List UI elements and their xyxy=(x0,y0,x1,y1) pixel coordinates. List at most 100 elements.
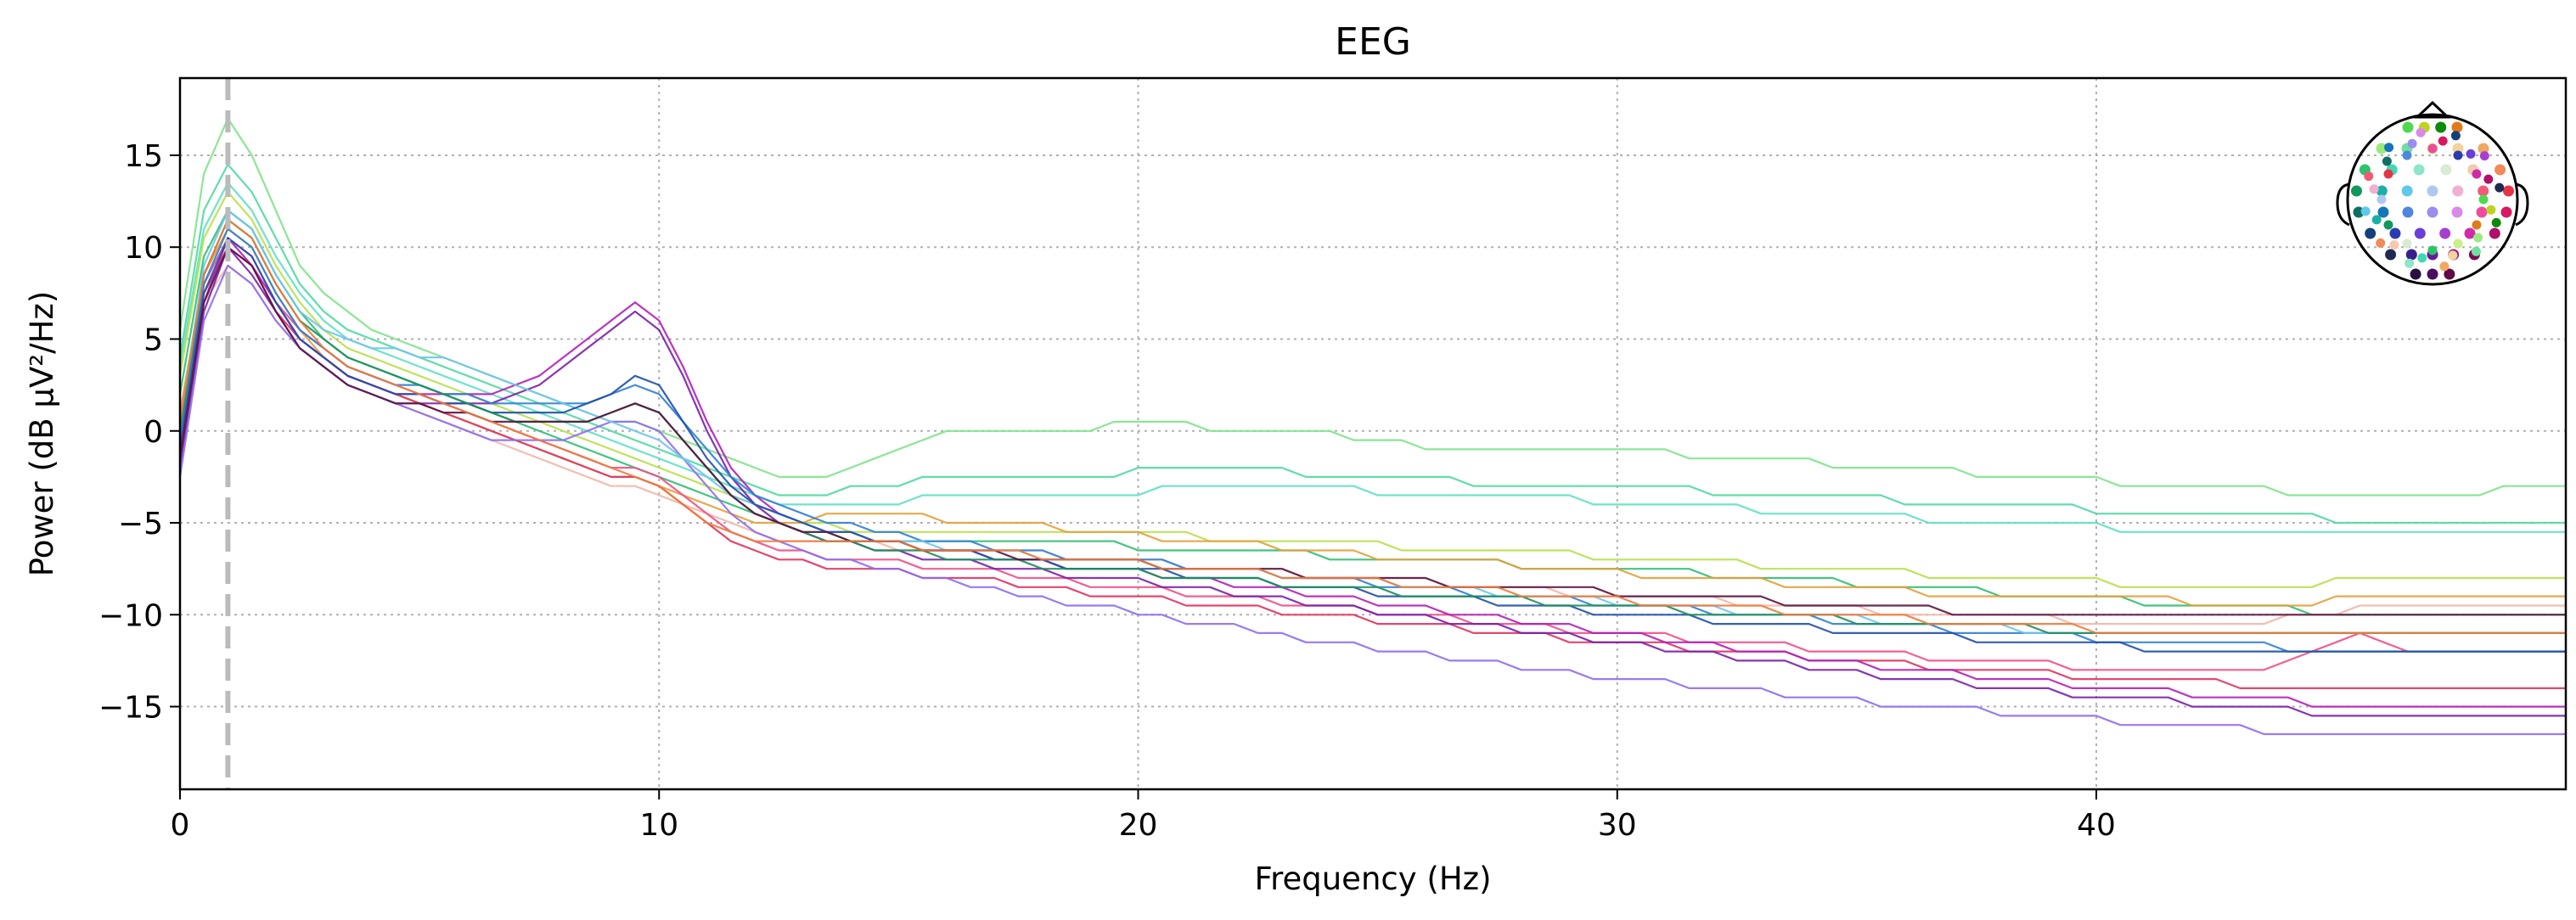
sensor-dot xyxy=(2351,185,2362,197)
sensor-dot xyxy=(2489,227,2500,239)
sensor-dot xyxy=(2384,143,2394,153)
sensor-dot xyxy=(2440,164,2452,176)
sensor-dot xyxy=(2494,164,2506,176)
sensor-dot xyxy=(2402,121,2414,133)
sensor-dot xyxy=(2451,121,2463,133)
sensor-dot xyxy=(2402,150,2412,160)
sensor-dot xyxy=(2435,121,2447,133)
sensor-dot xyxy=(2376,143,2388,154)
sensor-dot xyxy=(2369,184,2379,194)
sensor-dot xyxy=(2382,156,2392,166)
sensor-dot xyxy=(2365,227,2376,239)
sensor-dot xyxy=(2402,206,2414,218)
sensor-dot xyxy=(2407,138,2417,149)
sensor-dot xyxy=(2385,249,2397,261)
sensor-dot xyxy=(2478,143,2489,154)
sensor-dot xyxy=(2401,185,2413,197)
y-tick-label: −10 xyxy=(98,598,163,633)
sensor-dot xyxy=(2438,136,2448,146)
sensor-dot xyxy=(2503,185,2514,197)
sensor-dot xyxy=(2364,171,2374,182)
psd-channel-line xyxy=(180,218,2566,635)
x-tick-label: 20 xyxy=(1119,808,1158,843)
sensor-dot xyxy=(2404,258,2415,268)
x-tick-label: 0 xyxy=(171,808,190,843)
sensor-dot xyxy=(2466,149,2476,159)
sensor-dot xyxy=(2478,194,2489,205)
sensor-dot xyxy=(2360,206,2371,216)
head-right-ear xyxy=(2515,182,2529,227)
sensor-dot xyxy=(2479,151,2489,161)
sensor-dot xyxy=(2452,185,2464,197)
psd-channel-line xyxy=(180,264,2566,625)
sensor-dot xyxy=(2416,127,2426,137)
sensor-dot xyxy=(2453,150,2463,160)
y-tick-label: 15 xyxy=(124,139,163,174)
y-axis-ticks: −15 −10 −5 0 5 10 15 xyxy=(98,139,180,726)
sensor-dot xyxy=(2486,205,2496,215)
chart-title: EEG xyxy=(1335,20,1411,64)
sensor-dot xyxy=(2405,249,2417,261)
sensor-dot xyxy=(2500,206,2512,218)
sensor-dot xyxy=(2452,143,2464,154)
sensor-dot xyxy=(2389,227,2401,239)
psd-channel-line xyxy=(180,237,2566,708)
x-axis-label: Frequency (Hz) xyxy=(1254,861,1491,897)
sensor-dot xyxy=(2439,227,2451,239)
sensor-dot xyxy=(2417,253,2427,263)
x-tick-label: 40 xyxy=(2077,808,2116,843)
sensor-dot xyxy=(2464,227,2476,239)
sensor-dot xyxy=(2473,233,2483,243)
x-axis-ticks: 0 10 20 30 40 xyxy=(171,789,2116,843)
sensor-dot xyxy=(2453,238,2463,249)
sensor-dot xyxy=(2376,238,2386,248)
sensor-dot xyxy=(2413,164,2425,176)
sensor-dot xyxy=(2377,206,2389,218)
y-axis-label: Power (dB µV²/Hz) xyxy=(24,291,60,577)
head-nose xyxy=(2414,100,2451,119)
sensor-dot xyxy=(2471,246,2481,256)
y-tick-label: 10 xyxy=(124,231,163,266)
psd-channel-line xyxy=(180,264,2566,736)
sensor-dot xyxy=(2439,261,2449,272)
sensor-dot xyxy=(2427,143,2438,154)
sensor-dot xyxy=(2371,215,2382,225)
sensor-dot xyxy=(2376,185,2388,197)
psd-channel-line xyxy=(180,163,2566,525)
plot-frame xyxy=(178,76,2568,791)
sensor-dot xyxy=(2427,268,2438,280)
sensor-dot xyxy=(2427,245,2438,255)
sensor-dot xyxy=(2448,250,2458,261)
psd-channel-line xyxy=(180,182,2566,533)
y-tick-label: −15 xyxy=(98,691,163,726)
psd-channel-line xyxy=(180,191,2566,588)
psd-series-lines xyxy=(180,117,2566,736)
head-left-ear xyxy=(2336,182,2350,227)
sensor-dot xyxy=(2383,220,2393,230)
sensor-dot xyxy=(2451,206,2463,218)
sensor-dot xyxy=(2472,220,2482,230)
sensor-dot xyxy=(2483,174,2494,184)
y-tick-label: −5 xyxy=(118,507,163,541)
head-outline xyxy=(2346,113,2519,286)
sensor-dot xyxy=(2414,227,2426,239)
sensor-dot xyxy=(2494,182,2505,193)
sensor-dot xyxy=(2383,169,2393,179)
sensor-dot xyxy=(2427,206,2438,218)
x-tick-label: 30 xyxy=(1598,808,1637,843)
grid-lines xyxy=(179,78,2566,789)
psd-channel-line xyxy=(180,246,2566,717)
sensor-dot xyxy=(2450,131,2461,141)
psd-channel-line xyxy=(180,227,2566,607)
psd-channel-line xyxy=(180,246,2566,690)
y-tick-label: 5 xyxy=(143,323,163,357)
psd-channel-line xyxy=(180,218,2566,635)
sensor-dot xyxy=(2402,238,2412,249)
x-tick-label: 10 xyxy=(639,808,678,843)
sensor-dot xyxy=(2478,185,2489,197)
sensor-dot xyxy=(2444,268,2455,280)
psd-channel-line xyxy=(180,237,2566,653)
sensor-dot xyxy=(2476,206,2488,218)
sensor-dot xyxy=(2389,240,2399,250)
